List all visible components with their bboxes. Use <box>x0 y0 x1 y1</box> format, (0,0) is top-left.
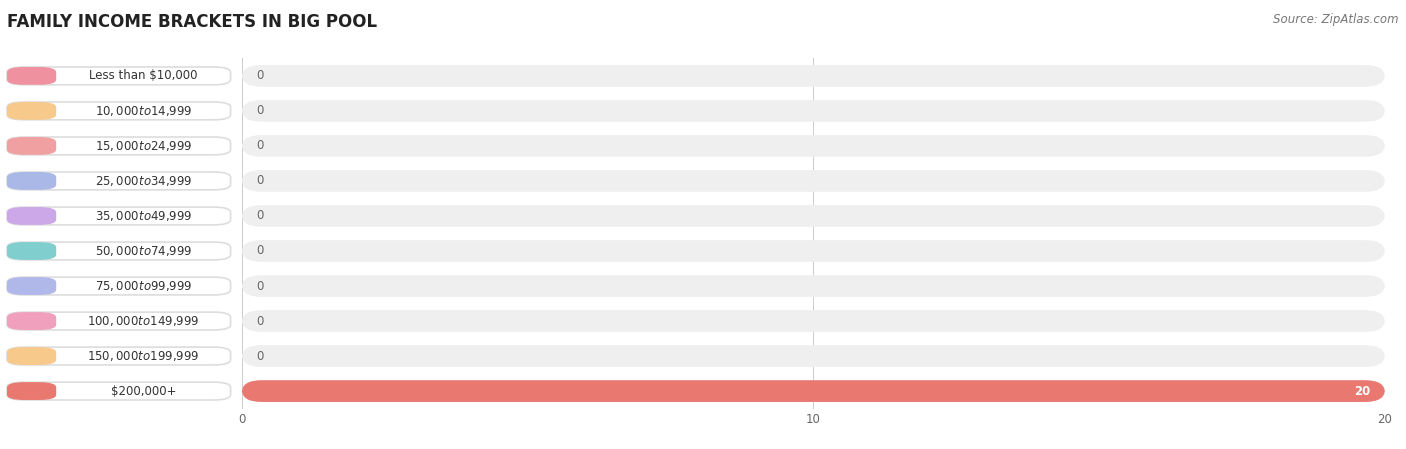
Text: Source: ZipAtlas.com: Source: ZipAtlas.com <box>1274 13 1399 26</box>
Text: 0: 0 <box>256 175 263 187</box>
Text: Less than $10,000: Less than $10,000 <box>89 70 198 82</box>
Text: $100,000 to $149,999: $100,000 to $149,999 <box>87 314 200 328</box>
FancyBboxPatch shape <box>242 100 1385 122</box>
Text: 0: 0 <box>256 105 263 117</box>
Text: $150,000 to $199,999: $150,000 to $199,999 <box>87 349 200 363</box>
FancyBboxPatch shape <box>242 240 1385 262</box>
Text: 0: 0 <box>256 245 263 257</box>
Text: FAMILY INCOME BRACKETS IN BIG POOL: FAMILY INCOME BRACKETS IN BIG POOL <box>7 13 377 31</box>
FancyBboxPatch shape <box>242 380 1385 402</box>
Text: 0: 0 <box>256 140 263 152</box>
FancyBboxPatch shape <box>242 380 1385 402</box>
Text: 0: 0 <box>256 70 263 82</box>
Text: $15,000 to $24,999: $15,000 to $24,999 <box>94 139 193 153</box>
Text: 0: 0 <box>256 350 263 362</box>
Text: $50,000 to $74,999: $50,000 to $74,999 <box>94 244 193 258</box>
Text: $25,000 to $34,999: $25,000 to $34,999 <box>94 174 193 188</box>
FancyBboxPatch shape <box>242 65 1385 87</box>
FancyBboxPatch shape <box>242 135 1385 157</box>
FancyBboxPatch shape <box>242 310 1385 332</box>
FancyBboxPatch shape <box>242 170 1385 192</box>
Text: $35,000 to $49,999: $35,000 to $49,999 <box>94 209 193 223</box>
FancyBboxPatch shape <box>242 345 1385 367</box>
FancyBboxPatch shape <box>242 205 1385 227</box>
Text: $200,000+: $200,000+ <box>111 385 176 397</box>
Text: $75,000 to $99,999: $75,000 to $99,999 <box>94 279 193 293</box>
Text: 0: 0 <box>256 210 263 222</box>
FancyBboxPatch shape <box>242 275 1385 297</box>
Text: 20: 20 <box>1354 385 1371 397</box>
Text: $10,000 to $14,999: $10,000 to $14,999 <box>94 104 193 118</box>
Text: 0: 0 <box>256 280 263 292</box>
Text: 0: 0 <box>256 315 263 327</box>
